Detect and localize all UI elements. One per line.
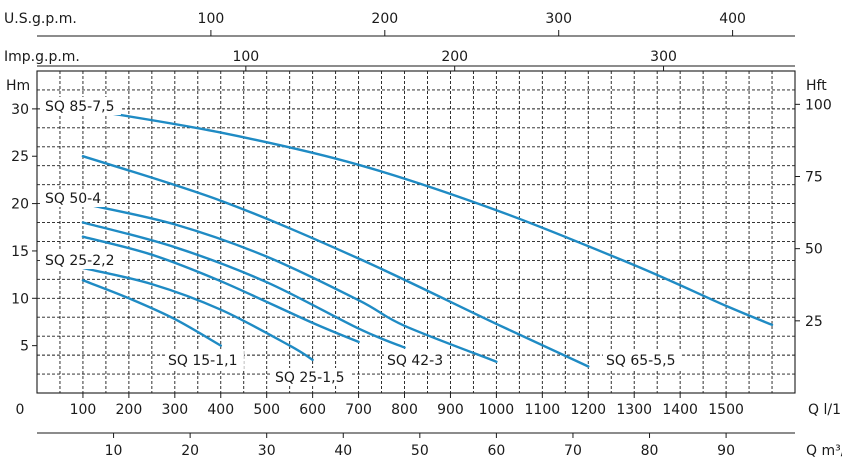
flow-tick-label: 400 (207, 402, 234, 418)
label-sq-65-5-5: SQ 65-5,5 (606, 353, 676, 369)
m3h-tick-label: 50 (411, 443, 429, 459)
right-axis-label: Hft (806, 78, 827, 94)
us-gpm-axis-label: U.S.g.p.m. (4, 11, 77, 27)
imp-gpm-axis-label: Imp.g.p.m. (4, 49, 80, 65)
flow-zero-label: 0 (16, 402, 25, 418)
right-tick-label: 100 (805, 97, 832, 113)
m3h-tick-label: 20 (181, 443, 199, 459)
us-gpm-tick-label: 400 (719, 11, 746, 27)
flow-tick-label: 600 (299, 402, 326, 418)
curve-sq-65-5-5 (81, 155, 590, 368)
curve-sq-42-3 (81, 221, 406, 349)
curve-sq-15-1-1 (81, 279, 222, 347)
flow-lmin-axis-label: Q l/1' (808, 402, 842, 418)
flow-m3h-axis-label: Q m³/h (806, 443, 842, 459)
pump-curve-labels: SQ 85-7,5 SQ 65-5,5 SQ 50-4 SQ 42-3 SQ 25-2,… (42, 97, 682, 386)
left-tick-label: 30 (11, 102, 29, 118)
imp-gpm-tick-label: 100 (232, 49, 259, 65)
label-bg-sq-15-1-1 (165, 351, 244, 369)
us-gpm-ticks: 100 200 300 400 (198, 11, 746, 36)
left-axis-label: Hm (6, 78, 30, 94)
label-sq-15-1-1: SQ 15-1,1 (168, 353, 238, 369)
left-axis-ticks: 5 10 15 20 25 30 (11, 102, 37, 355)
m3h-tick-label: 30 (258, 443, 276, 459)
imp-gpm-tick-label: 200 (441, 49, 468, 65)
right-tick-label: 50 (805, 242, 823, 258)
curve-sq-50-4 (81, 202, 498, 363)
label-sq-85-7-5: SQ 85-7,5 (45, 99, 115, 115)
curve-sq-25-1-5 (81, 266, 314, 362)
label-bg-sq-65-5-5 (603, 351, 682, 369)
flow-tick-label: 1300 (616, 402, 652, 418)
flow-tick-label: 200 (116, 402, 143, 418)
left-tick-label: 25 (11, 149, 29, 165)
label-bg-sq-50-4 (42, 189, 105, 207)
label-sq-25-1-5: SQ 25-1,5 (275, 370, 345, 386)
flow-tick-label: 900 (437, 402, 464, 418)
label-bg-sq-25-2-2 (42, 251, 121, 269)
m3h-tick-label: 40 (334, 443, 352, 459)
left-tick-label: 15 (11, 244, 29, 260)
pump-curves (81, 107, 774, 368)
flow-tick-label: 1200 (570, 402, 606, 418)
flow-tick-label: 1500 (708, 402, 744, 418)
flow-tick-label: 500 (253, 402, 280, 418)
flow-tick-label: 800 (391, 402, 418, 418)
flow-tick-label: 1100 (525, 402, 561, 418)
label-sq-50-4: SQ 50-4 (45, 191, 101, 207)
m3h-tick-label: 80 (641, 443, 659, 459)
label-bg-sq-42-3 (384, 351, 447, 369)
label-sq-42-3: SQ 42-3 (387, 353, 443, 369)
left-tick-label: 5 (20, 339, 29, 355)
curve-sq-25-2-2 (81, 235, 360, 344)
curve-sq-85-7-5 (81, 107, 774, 326)
m3h-tick-label: 70 (564, 443, 582, 459)
flow-tick-label: 700 (345, 402, 372, 418)
m3h-tick-label: 90 (717, 443, 735, 459)
left-tick-label: 10 (11, 291, 29, 307)
left-tick-label: 20 (11, 197, 29, 213)
m3h-tick-label: 60 (487, 443, 505, 459)
flow-tick-label: 100 (70, 402, 97, 418)
us-gpm-tick-label: 300 (545, 11, 572, 27)
flow-tick-label: 1000 (479, 402, 515, 418)
us-gpm-tick-label: 200 (371, 11, 398, 27)
label-bg-sq-25-1-5 (272, 368, 351, 386)
label-bg-sq-85-7-5 (42, 97, 121, 115)
flow-tick-label: 300 (161, 402, 188, 418)
right-axis-ticks: 25 50 75 100 (795, 97, 832, 330)
imp-gpm-tick-label: 300 (650, 49, 677, 65)
right-tick-label: 75 (805, 170, 823, 186)
right-tick-label: 25 (805, 314, 823, 330)
flow-m3h-ticks: 10 20 30 40 50 60 70 80 90 (105, 433, 735, 459)
plot-frame (36, 70, 796, 394)
label-sq-25-2-2: SQ 25-2,2 (45, 253, 115, 269)
flow-lmin-ticks: 100 200 300 400 500 600 700 800 900 1000 1100 1200 1… (70, 393, 744, 418)
us-gpm-tick-label: 100 (198, 11, 225, 27)
m3h-tick-label: 10 (105, 443, 123, 459)
flow-tick-label: 1400 (662, 402, 698, 418)
